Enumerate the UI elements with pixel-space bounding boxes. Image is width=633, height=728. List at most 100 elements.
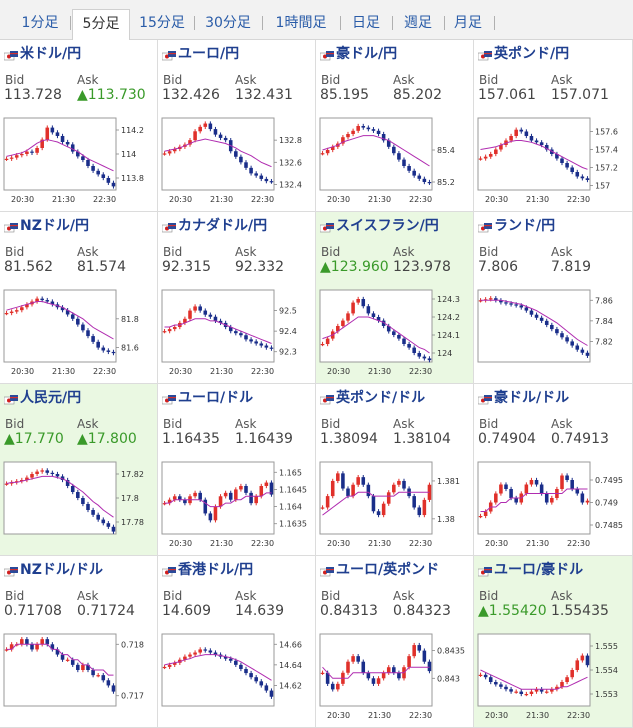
candle-body (101, 519, 106, 524)
tab-monthly[interactable]: 月足 (454, 15, 482, 31)
tab-1hour[interactable]: 1時間足 (275, 15, 327, 31)
candle-body (55, 474, 60, 477)
candle-body (422, 356, 427, 359)
pair-name[interactable]: 豪ドル/ドル (494, 390, 570, 406)
mini-chart[interactable]: 0.7495 0.749 0.7485 20:30 21:30 22:30 (476, 458, 628, 552)
tab-1min[interactable]: 1分足 (21, 15, 59, 31)
mini-chart[interactable]: 157.6 157.4 157.2 157 20:30 21:30 22:30 (476, 114, 628, 208)
mini-chart[interactable]: 85.4 85.2 20:30 21:30 22:30 (318, 114, 470, 208)
candle-body (417, 353, 422, 357)
candle-body (244, 668, 248, 674)
candle-body (560, 333, 564, 338)
pair-name[interactable]: ユーロ/英ポンド (336, 562, 440, 578)
pair-name[interactable]: ランド/円 (494, 218, 556, 234)
pair-name[interactable]: 豪ドル/円 (336, 46, 398, 62)
tab-15min[interactable]: 15分足 (139, 15, 185, 31)
candle-body (9, 482, 14, 484)
candle-body (361, 299, 366, 307)
candle-body (509, 303, 513, 305)
candle-body (86, 664, 90, 670)
pair-name[interactable]: ユーロ/ドル (178, 390, 254, 406)
candle-body (529, 480, 534, 485)
candle-body (478, 516, 483, 518)
candle-body (25, 304, 29, 308)
ask-price: 0.84323 (393, 603, 451, 619)
candle-body (402, 338, 406, 344)
mini-chart[interactable]: 1.555 1.554 1.553 20:30 21:30 22:30 (476, 630, 628, 724)
tab-5min[interactable]: 5分足 (72, 9, 130, 41)
mini-chart[interactable]: 124.3 124.2 124.1 124 20:30 21:30 22:30 (318, 286, 470, 380)
candle-body (427, 358, 432, 361)
candle-body (544, 493, 549, 503)
candle-body (417, 645, 422, 651)
pair-name[interactable]: ユーロ/豪ドル (494, 562, 584, 578)
y-tick-label: 14.64 (279, 661, 302, 670)
candlestick-chart: 124.3 124.2 124.1 124 20:30 21:30 22:30 (319, 289, 460, 376)
mini-chart[interactable]: 114.2 114 113.8 20:30 21:30 22:30 (2, 114, 154, 208)
candle-body (223, 492, 228, 497)
za-jp-flag-icon (477, 220, 493, 233)
mini-chart[interactable]: 81.8 81.6 20:30 21:30 22:30 (2, 286, 154, 380)
pair-name[interactable]: NZドル/ドル (20, 562, 103, 578)
mini-chart[interactable]: 92.5 92.4 92.3 20:30 21:30 22:30 (160, 286, 312, 380)
tab-daily[interactable]: 日足 (352, 15, 380, 31)
x-tick-label: 21:30 (210, 195, 233, 204)
candlestick-chart: 1.555 1.554 1.553 20:30 21:30 22:30 (477, 633, 618, 720)
tab-weekly[interactable]: 週足 (404, 15, 432, 31)
pair-name[interactable]: 米ドル/円 (20, 46, 82, 62)
pair-name[interactable]: NZドル/円 (20, 218, 89, 234)
candle-body (218, 496, 223, 507)
bid-label: Bid (321, 245, 341, 259)
candle-body (55, 132, 60, 136)
candle-body (81, 156, 85, 160)
y-tick-label: 0.843 (437, 674, 460, 683)
candle-body (244, 335, 248, 340)
mini-chart[interactable]: 7.86 7.84 7.82 (476, 286, 628, 380)
mini-chart[interactable]: 14.66 14.64 14.62 (160, 630, 312, 724)
bid-value: 0.84313 (320, 603, 378, 619)
tab-separator (392, 16, 393, 30)
mini-chart[interactable]: 1.165 1.1645 1.164 1.1635 20:30 21:30 22:30 (160, 458, 312, 552)
candle-body (555, 686, 559, 690)
candle-body (397, 672, 401, 679)
candle-body (254, 341, 258, 344)
candle-body (70, 659, 75, 665)
candle-body (341, 137, 345, 144)
candle-body (259, 175, 264, 179)
mini-chart[interactable]: 0.718 0.717 (2, 630, 154, 724)
y-tick-label: 85.2 (437, 178, 455, 187)
candle-body (392, 667, 396, 673)
candle-body (244, 486, 248, 493)
tab-30min[interactable]: 30分足 (205, 15, 251, 31)
candle-body (239, 333, 243, 336)
pair-name[interactable]: 英ポンド/円 (494, 46, 570, 62)
candle-body (336, 683, 340, 690)
ask-label: Ask (77, 417, 99, 431)
candle-body (25, 477, 29, 480)
pair-name[interactable]: 英ポンド/ドル (336, 390, 426, 406)
candle-body (330, 683, 335, 690)
candlestick-chart: 81.8 81.6 20:30 21:30 22:30 (3, 289, 139, 376)
y-tick-label: 1.554 (595, 666, 618, 675)
candle-body (254, 173, 258, 176)
pair-name[interactable]: スイスフラン/円 (336, 218, 439, 234)
mini-chart[interactable]: 132.8 132.6 132.4 20:30 21:30 22:30 (160, 114, 312, 208)
tab-separator (494, 16, 495, 30)
mini-chart[interactable]: 17.82 17.8 17.78 (2, 458, 154, 552)
pair-name[interactable]: 人民元/円 (20, 390, 82, 406)
ask-value: 0.74913 (551, 431, 609, 447)
candle-body (346, 134, 350, 138)
pair-name[interactable]: カナダドル/円 (178, 218, 268, 234)
candle-body (86, 504, 90, 510)
candle-body (208, 314, 213, 317)
mini-chart[interactable]: 1.381 1.38 20:30 21:30 22:30 (318, 458, 470, 552)
pair-name[interactable]: 香港ドル/円 (178, 562, 254, 578)
plot-area (3, 289, 117, 363)
mini-chart[interactable]: 0.8435 0.843 20:30 21:30 22:30 (318, 630, 470, 724)
candle-body (188, 140, 192, 145)
candle-body (228, 658, 233, 661)
pair-cell: NZドル/円 Bid Ask 81.562 81.574 81.8 81.6 20:30 21:… (0, 212, 158, 384)
y-tick-label: 7.82 (595, 337, 613, 346)
pair-name[interactable]: ユーロ/円 (178, 46, 240, 62)
candle-body (539, 142, 544, 145)
